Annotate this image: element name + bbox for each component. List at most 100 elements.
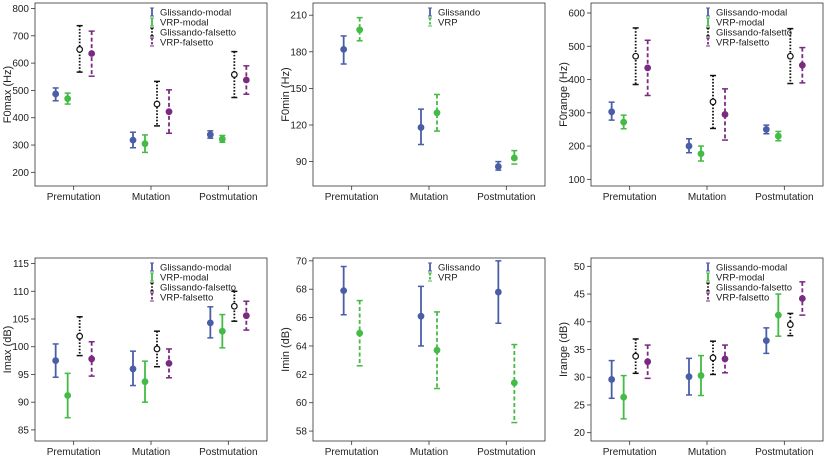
mean-marker: [510, 154, 518, 162]
y-tick-label: 40: [574, 317, 586, 328]
legend-entry: VRP-falsetto: [716, 38, 769, 49]
mean-marker: [206, 131, 214, 139]
x-tick-label: Premutation: [325, 447, 379, 455]
mean-marker: [356, 26, 364, 34]
mean-marker: [417, 124, 425, 131]
legend-entry: Glissando-modal: [716, 8, 787, 19]
x-tick-label: Mutation: [410, 192, 448, 203]
y-axis-label: Imax (dB): [2, 326, 14, 374]
x-tick-label: Mutation: [132, 192, 170, 203]
panel-4: 85 90 95 100 105 110 115 Imax (dB) Premutation Mu…: [2, 257, 268, 455]
y-tick-label: 30: [574, 373, 586, 384]
x-tick-label: Mutation: [688, 192, 726, 203]
mean-marker: [620, 393, 628, 401]
mean-marker: [88, 355, 96, 363]
legend-entry: VRP: [438, 18, 458, 29]
mean-marker: [64, 95, 72, 102]
mean-marker: [774, 132, 782, 140]
mean-marker: [774, 311, 782, 319]
x-tick-label: Premutation: [603, 192, 657, 203]
legend-entry: VRP: [438, 273, 458, 284]
y-tick-label: 400: [568, 75, 585, 86]
mean-marker: [632, 352, 640, 360]
x-tick-label: Premutation: [603, 447, 657, 455]
x-tick-label: Mutation: [688, 447, 726, 455]
y-tick-label: 110: [13, 287, 29, 298]
mean-marker: [242, 312, 250, 320]
plot-frame: [312, 257, 546, 442]
legend-entry: Glissando-modal: [160, 263, 231, 274]
mean-marker: [697, 150, 705, 158]
mean-marker: [76, 46, 84, 53]
x-tick-label: Postmutation: [199, 447, 257, 455]
legend-entry: VRP-modal: [716, 273, 765, 284]
panel-6: 20 25 30 35 40 45 50 Irange (dB) Premutation Muta…: [558, 257, 824, 455]
y-tick-label: 600: [12, 59, 29, 70]
mean-marker: [685, 142, 693, 150]
mean-marker: [153, 100, 161, 108]
y-tick-label: 150: [290, 84, 307, 95]
y-tick-label: 800: [12, 4, 29, 15]
mean-marker: [632, 52, 640, 60]
x-tick-label: Mutation: [132, 447, 170, 455]
mean-marker: [129, 136, 137, 144]
y-tick-label: 64: [296, 341, 308, 352]
legend-entry: VRP-falsetto: [160, 293, 213, 304]
y-tick-label: 115: [13, 259, 29, 270]
legend-entry: Glissando: [438, 8, 480, 19]
y-tick-label: 50: [574, 262, 586, 273]
mean-marker: [709, 98, 717, 106]
panel-1: 200 300 400 500 600 700 800 F0max (Hz) Premutati…: [2, 2, 268, 203]
x-tick-label: Postmutation: [199, 192, 257, 203]
mean-marker: [433, 109, 441, 117]
y-tick-label: 300: [568, 108, 585, 119]
y-tick-label: 210: [290, 11, 307, 22]
mean-marker: [141, 378, 149, 386]
mean-marker: [165, 359, 173, 367]
legend-entry: VRP-falsetto: [716, 293, 769, 304]
mean-marker: [340, 287, 348, 295]
y-axis-label: F0min (Hz): [280, 67, 292, 121]
mean-marker: [620, 118, 628, 126]
y-tick-label: 700: [12, 31, 29, 42]
y-tick-label: 62: [296, 370, 308, 381]
x-tick-label: Postmutation: [755, 192, 813, 203]
mean-marker: [88, 50, 96, 57]
y-tick-label: 105: [12, 315, 29, 326]
y-tick-label: 90: [296, 157, 308, 168]
mean-marker: [510, 379, 518, 387]
x-tick-label: Premutation: [47, 447, 101, 455]
x-tick-label: Premutation: [325, 192, 379, 203]
legend-entry: Glissando-falsetto: [160, 28, 236, 39]
mean-marker: [52, 357, 60, 364]
y-tick-label: 500: [12, 86, 29, 97]
mean-marker: [206, 319, 214, 327]
y-tick-label: 66: [296, 313, 308, 324]
mean-marker: [709, 354, 717, 362]
y-tick-label: 68: [296, 285, 308, 296]
y-axis-label: Irange (dB): [558, 322, 570, 377]
mean-marker: [52, 90, 60, 98]
mean-marker: [494, 288, 502, 296]
y-tick-label: 90: [18, 398, 30, 409]
x-tick-label: Mutation: [410, 447, 448, 455]
mean-marker: [644, 358, 652, 366]
y-axis-label: F0max (Hz): [2, 66, 14, 123]
mean-marker: [721, 111, 729, 118]
y-tick-label: 58: [296, 427, 308, 438]
mean-marker: [721, 355, 729, 363]
y-tick-label: 100: [12, 342, 29, 353]
y-tick-label: 120: [290, 121, 307, 132]
legend-entry: VRP-modal: [160, 273, 209, 284]
mean-marker: [165, 108, 173, 116]
x-tick-label: Postmutation: [755, 447, 813, 455]
mean-marker: [340, 45, 348, 53]
y-tick-label: 100: [568, 175, 585, 186]
legend-entry: Glissando-modal: [716, 263, 787, 274]
mean-marker: [433, 346, 441, 354]
mean-marker: [242, 76, 250, 84]
mean-marker: [64, 392, 72, 399]
mean-marker: [129, 365, 137, 373]
mean-marker: [356, 329, 364, 337]
